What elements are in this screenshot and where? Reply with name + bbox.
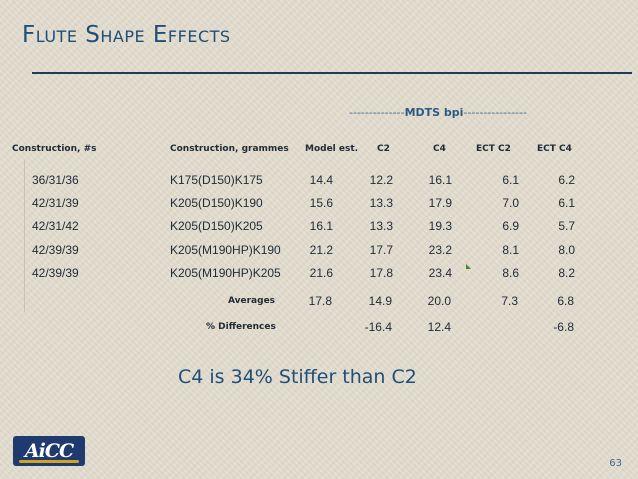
cell-c4: 23.4 — [428, 266, 452, 280]
cell-model: 16.1 — [309, 219, 333, 233]
cell-construction: 42/31/39 — [32, 196, 79, 210]
header-ect-c2: ECT C2 — [476, 144, 511, 154]
header-construction-grammes: Construction, grammes — [170, 144, 289, 154]
table-row: 42/31/42 K205(D150)K205 16.1 13.3 19.3 6… — [25, 214, 595, 238]
cell-ect-c2: 6.9 — [502, 219, 519, 233]
page-number: 63 — [609, 458, 622, 469]
cell-construction: 42/39/39 — [32, 266, 79, 280]
aicc-logo: AiCC — [13, 436, 85, 466]
cell-ect-c4: 5.7 — [558, 219, 575, 233]
averages-c4: 20.0 — [427, 294, 451, 308]
cell-grammes: K205(M190HP)K190 — [170, 243, 281, 257]
mdts-label: MDTS bpi — [404, 106, 464, 119]
cell-ect-c4: 8.0 — [558, 243, 575, 257]
cell-model: 14.4 — [309, 173, 333, 187]
averages-ect-c4: 6.8 — [557, 294, 574, 308]
cell-grammes: K175(D150)K175 — [170, 173, 263, 187]
averages-c2: 14.9 — [368, 294, 392, 308]
cell-ect-c4: 8.2 — [558, 266, 575, 280]
cell-ect-c2: 7.0 — [502, 196, 519, 210]
cell-c2: 17.8 — [369, 266, 393, 280]
header-c2: C2 — [377, 144, 390, 154]
cell-grammes: K205(D150)K190 — [170, 196, 263, 210]
cell-construction: 42/31/42 — [32, 219, 79, 233]
cell-model: 21.6 — [309, 266, 333, 280]
cell-c4: 16.1 — [428, 173, 452, 187]
cell-c2: 17.7 — [369, 243, 393, 257]
differences-ect-c4: -6.8 — [553, 320, 574, 334]
table-row: 42/39/39 K205(M190HP)K190 21.2 17.7 23.2… — [25, 238, 595, 262]
cell-c4: 23.2 — [428, 243, 452, 257]
header-construction-numbers: Construction, #s — [12, 144, 97, 154]
logo-swoosh — [19, 460, 79, 463]
cell-c2: 12.2 — [369, 173, 393, 187]
cell-construction: 36/31/36 — [32, 173, 79, 187]
differences-label: % Differences — [206, 322, 276, 332]
cell-grammes: K205(M190HP)K205 — [170, 266, 281, 280]
header-ect-c4: ECT C4 — [537, 144, 572, 154]
title-divider — [32, 72, 632, 74]
edit-flag-mark — [466, 264, 471, 269]
cell-ect-c4: 6.2 — [558, 173, 575, 187]
cell-ect-c2: 8.6 — [502, 266, 519, 280]
mdts-dashes-right: ---------------- — [463, 106, 527, 119]
header-c4: C4 — [433, 144, 446, 154]
cell-model: 21.2 — [309, 243, 333, 257]
cell-construction: 42/39/39 — [32, 243, 79, 257]
cell-ect-c4: 6.1 — [558, 196, 575, 210]
table-row: 42/31/39 K205(D150)K190 15.6 13.3 17.9 7… — [25, 191, 595, 215]
averages-label: Averages — [228, 296, 276, 306]
logo-text: AiCC — [24, 440, 74, 462]
differences-c2: -16.4 — [364, 320, 392, 334]
table-row: 42/39/39 K205(M190HP)K205 21.6 17.8 23.4… — [25, 261, 595, 285]
averages-ect-c2: 7.3 — [501, 294, 518, 308]
cell-c2: 13.3 — [369, 219, 393, 233]
cell-ect-c2: 6.1 — [502, 173, 519, 187]
averages-model: 17.8 — [308, 294, 332, 308]
cell-c4: 17.9 — [428, 196, 452, 210]
data-table: 36/31/36 K175(D150)K175 14.4 12.2 16.1 6… — [24, 160, 595, 312]
cell-ect-c2: 8.1 — [502, 243, 519, 257]
cell-c2: 13.3 — [369, 196, 393, 210]
cell-c4: 19.3 — [428, 219, 452, 233]
mdts-group-header: -------------- MDTS bpi ---------------- — [320, 106, 556, 119]
differences-c4: 12.4 — [427, 320, 451, 334]
header-model-estimate: Model est. — [305, 144, 359, 154]
stiffness-callout: C4 is 34% Stiffer than C2 — [178, 366, 417, 388]
slide-title: Flute Shape Effects — [22, 22, 231, 48]
mdts-dashes-left: -------------- — [349, 106, 405, 119]
table-row: 36/31/36 K175(D150)K175 14.4 12.2 16.1 6… — [25, 168, 595, 192]
cell-grammes: K205(D150)K205 — [170, 219, 263, 233]
cell-model: 15.6 — [309, 196, 333, 210]
